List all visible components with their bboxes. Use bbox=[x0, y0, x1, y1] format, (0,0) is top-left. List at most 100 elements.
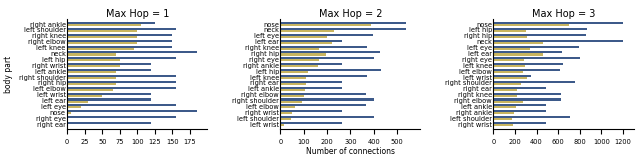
Bar bbox=[280, 124, 284, 126]
Bar bbox=[67, 51, 197, 53]
Bar bbox=[493, 57, 580, 59]
Title: Max Hop = 1: Max Hop = 1 bbox=[106, 9, 169, 19]
Bar bbox=[280, 87, 342, 89]
Bar bbox=[493, 112, 515, 114]
Bar bbox=[67, 63, 151, 65]
Bar bbox=[493, 65, 525, 67]
Bar bbox=[67, 110, 197, 112]
Bar bbox=[493, 34, 586, 36]
Bar bbox=[280, 83, 306, 85]
Bar bbox=[67, 57, 176, 59]
Bar bbox=[280, 71, 308, 73]
Bar bbox=[280, 89, 305, 91]
Bar bbox=[67, 87, 176, 89]
Bar bbox=[493, 101, 522, 103]
Bar bbox=[493, 110, 547, 112]
Bar bbox=[493, 118, 512, 120]
Title: Max Hop = 3: Max Hop = 3 bbox=[532, 9, 595, 19]
Bar bbox=[67, 89, 113, 91]
Bar bbox=[280, 77, 306, 79]
Bar bbox=[280, 24, 371, 26]
X-axis label: Number of connections: Number of connections bbox=[306, 147, 395, 156]
Bar bbox=[67, 40, 172, 42]
Bar bbox=[67, 59, 120, 61]
Bar bbox=[493, 95, 516, 97]
Bar bbox=[67, 95, 102, 97]
Y-axis label: body part: body part bbox=[4, 55, 13, 93]
Bar bbox=[67, 93, 151, 95]
Bar bbox=[280, 51, 380, 53]
Bar bbox=[67, 122, 151, 124]
Bar bbox=[67, 53, 116, 56]
Bar bbox=[280, 57, 374, 59]
Title: Max Hop = 2: Max Hop = 2 bbox=[319, 9, 382, 19]
Bar bbox=[280, 30, 334, 32]
Bar bbox=[67, 30, 138, 32]
Bar bbox=[280, 34, 372, 36]
Bar bbox=[280, 81, 342, 83]
Bar bbox=[280, 93, 365, 95]
Bar bbox=[493, 93, 561, 95]
Bar bbox=[280, 116, 374, 118]
Bar bbox=[67, 99, 151, 101]
Bar bbox=[280, 36, 327, 38]
Bar bbox=[280, 42, 332, 44]
Bar bbox=[493, 30, 525, 32]
Bar bbox=[67, 83, 116, 85]
Bar bbox=[493, 53, 543, 56]
Bar bbox=[67, 47, 134, 50]
Bar bbox=[493, 51, 563, 53]
Bar bbox=[280, 40, 342, 42]
Bar bbox=[493, 46, 579, 47]
Bar bbox=[493, 89, 516, 91]
Bar bbox=[280, 69, 381, 71]
Bar bbox=[493, 116, 570, 118]
Bar bbox=[493, 75, 531, 77]
Bar bbox=[493, 106, 515, 109]
Bar bbox=[67, 106, 81, 109]
Bar bbox=[67, 46, 172, 47]
Bar bbox=[67, 77, 116, 79]
Bar bbox=[493, 99, 561, 101]
Bar bbox=[280, 118, 291, 120]
Bar bbox=[67, 116, 176, 118]
Bar bbox=[493, 63, 563, 65]
Bar bbox=[67, 22, 155, 24]
Bar bbox=[493, 42, 543, 44]
Bar bbox=[67, 36, 138, 38]
Bar bbox=[280, 59, 319, 61]
Bar bbox=[280, 122, 342, 124]
Bar bbox=[67, 34, 172, 36]
Bar bbox=[493, 59, 524, 61]
Bar bbox=[67, 42, 138, 44]
Bar bbox=[493, 87, 547, 89]
Bar bbox=[280, 53, 326, 56]
Bar bbox=[280, 22, 406, 24]
Bar bbox=[280, 28, 406, 30]
Bar bbox=[280, 75, 367, 77]
Bar bbox=[493, 40, 623, 42]
Bar bbox=[493, 47, 529, 50]
Bar bbox=[67, 104, 176, 106]
Bar bbox=[493, 22, 623, 24]
Bar bbox=[493, 122, 547, 124]
Bar bbox=[280, 46, 367, 47]
Bar bbox=[67, 24, 141, 26]
Bar bbox=[280, 63, 342, 65]
Bar bbox=[280, 47, 319, 50]
Bar bbox=[67, 112, 70, 114]
Bar bbox=[280, 65, 317, 67]
Bar bbox=[280, 95, 303, 97]
Bar bbox=[493, 77, 527, 79]
Bar bbox=[280, 110, 342, 112]
Bar bbox=[493, 124, 513, 126]
Bar bbox=[67, 81, 176, 83]
Bar bbox=[280, 101, 303, 103]
Bar bbox=[493, 69, 560, 71]
Bar bbox=[280, 104, 365, 106]
Bar bbox=[493, 104, 547, 106]
Bar bbox=[493, 36, 527, 38]
Bar bbox=[493, 24, 569, 26]
Bar bbox=[493, 83, 521, 85]
Bar bbox=[493, 71, 523, 73]
